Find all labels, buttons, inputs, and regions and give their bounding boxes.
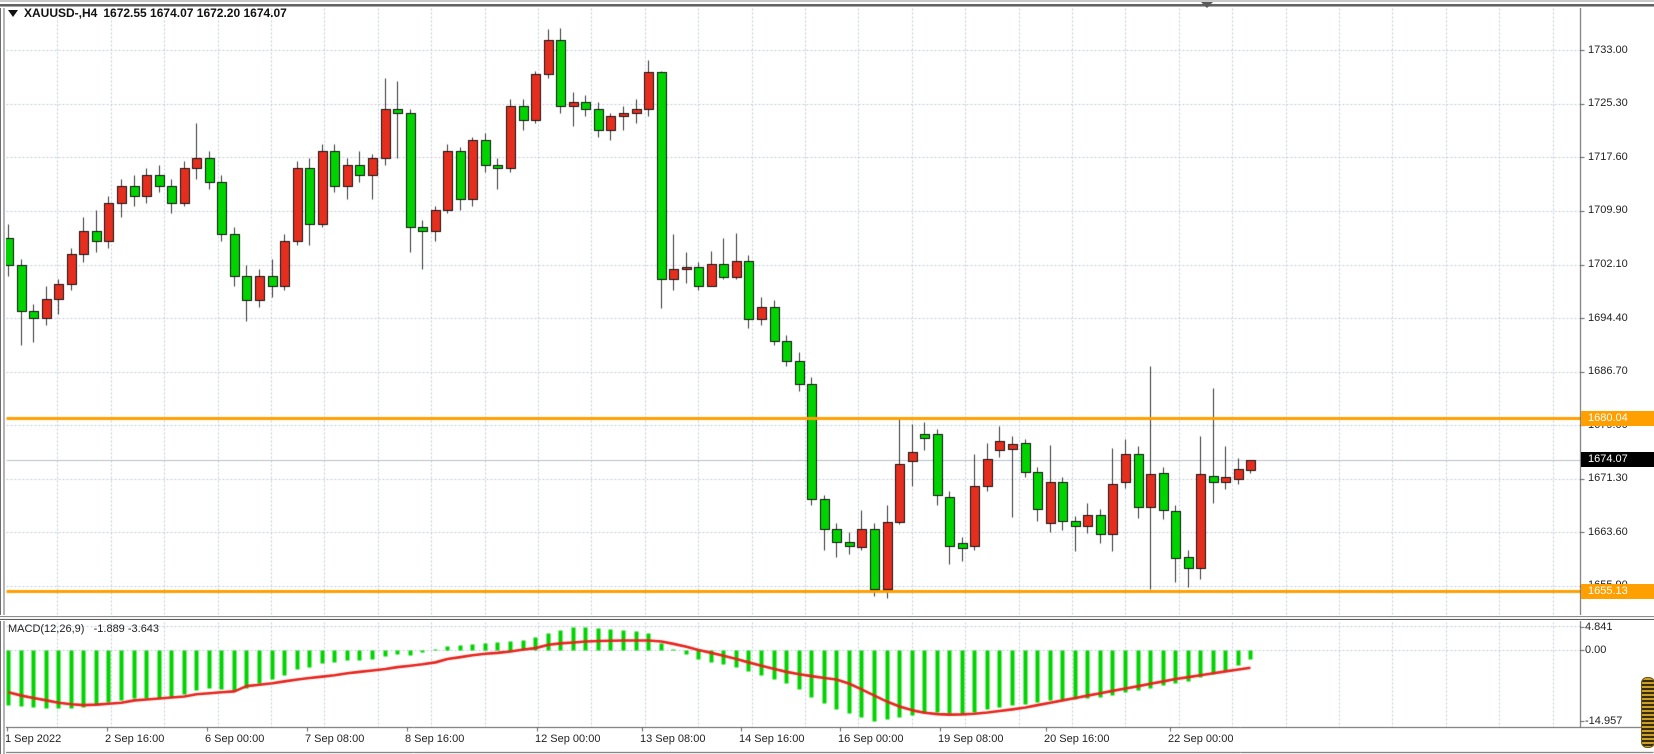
time-label: 6 Sep 00:00 [205,733,265,745]
price-tick-label: 1725.30 [1588,97,1628,109]
price-tick-label: 1663.60 [1588,525,1628,538]
window-left-border [0,0,6,754]
time-axis[interactable] [0,728,1654,754]
price-axis[interactable] [1580,8,1654,615]
time-label: 22 Sep 00:00 [1168,733,1234,745]
time-label: 8 Sep 16:00 [405,733,465,745]
time-label: 19 Sep 08:00 [938,733,1004,745]
macd-name-label: MACD(12,26,9) [8,623,85,635]
time-label: 7 Sep 08:00 [305,733,365,745]
chart-title: XAUUSD-,H4 1672.55 1674.07 1672.20 1674.… [8,6,287,20]
current-price-badge: 1674.07 [1581,452,1654,468]
macd-tick-label: 4.841 [1585,620,1613,633]
price-tick-label: 1709.90 [1588,204,1628,217]
price-tick-label: 1686.70 [1588,365,1628,378]
time-label: 12 Sep 00:00 [535,733,601,745]
level-price-badge: 1655.13 [1581,583,1654,599]
time-label: 2 Sep 16:00 [105,733,165,745]
price-tick-label: 1694.40 [1588,311,1628,324]
window-top-border [0,0,1654,8]
collapse-triangle-icon[interactable] [8,9,18,17]
macd-tick-label: 0.00 [1585,643,1607,656]
time-label: 14 Sep 16:00 [739,733,805,745]
price-tick-label: 1717.60 [1588,150,1628,163]
time-label: 13 Sep 08:00 [640,733,706,745]
symbol-period-label: XAUUSD-,H4 [24,6,98,20]
time-label: 20 Sep 16:00 [1044,733,1110,745]
time-label: 1 Sep 2022 [5,733,62,745]
macd-tick-label: -14.957 [1585,714,1623,727]
macd-indicator-label: MACD(12,26,9) -1.889 -3.643 [8,623,159,635]
chart-shift-marker-icon[interactable] [1201,2,1213,8]
time-label: 16 Sep 00:00 [838,733,904,745]
price-tick-label: 1702.10 [1588,258,1628,271]
price-tick-label: 1733.00 [1588,43,1628,56]
price-tick-label: 1671.30 [1588,472,1628,485]
ohlc-values-label: 1672.55 1674.07 1672.20 1674.07 [103,6,287,20]
macd-values-label: -1.889 -3.643 [93,623,160,635]
scrollbar-thumb[interactable] [1641,677,1654,748]
panel-splitter[interactable] [0,615,1654,621]
level-price-badge: 1680.04 [1581,410,1654,426]
